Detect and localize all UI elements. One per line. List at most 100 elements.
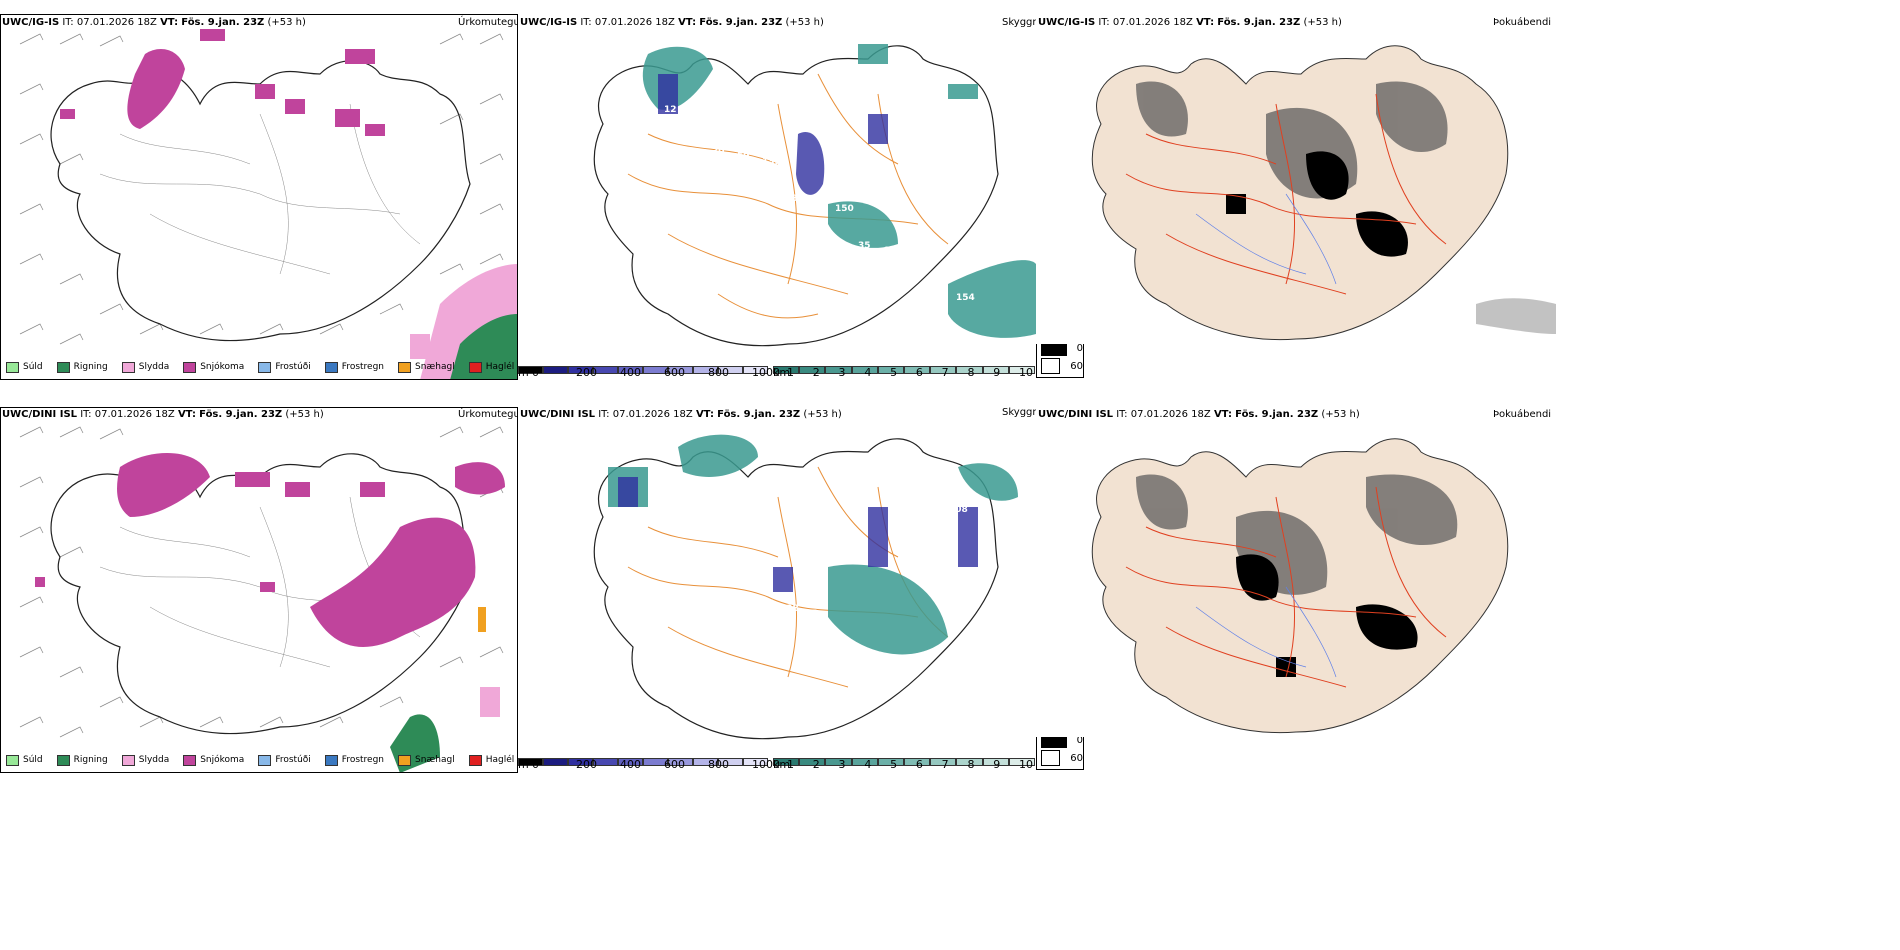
- colorbar-segment: [518, 758, 543, 766]
- colorbar-segment: [825, 758, 852, 766]
- colorbar-tick: 10: [1019, 758, 1033, 771]
- fog-legend-swatch: [1041, 750, 1061, 766]
- legend-swatch: [6, 754, 19, 766]
- colorbar-segment: [518, 366, 543, 374]
- colorbar-tick: 2: [812, 758, 820, 771]
- precip-legend-item: Haglél: [468, 361, 514, 373]
- legend-swatch: [258, 361, 272, 373]
- ceiling-value-label: 12: [664, 105, 677, 115]
- iceland-outline: [593, 438, 999, 740]
- colorbar-segment: [593, 758, 618, 766]
- colorbar-tick: 1: [787, 758, 794, 771]
- colorbar-segment: [543, 366, 568, 374]
- ceiling-value-label: 59: [737, 152, 750, 162]
- low-visibility-areas: [642, 44, 1036, 338]
- lead-time: (+53 h): [1321, 409, 1360, 420]
- colorbar-tick: 200: [576, 758, 597, 771]
- ceiling-value-label: 30: [712, 147, 725, 157]
- ceiling-value-label: 691: [732, 562, 751, 572]
- legend-label: Frostúði: [275, 755, 311, 765]
- ceiling-value-label: 42: [931, 288, 944, 298]
- precip-legend-item: Snæhagl: [398, 754, 455, 766]
- ceiling-ticks-bottom: m 0 200 400 600 800 1000: [518, 758, 780, 772]
- legend-label: Rigning: [73, 755, 108, 765]
- ceiling-value-label: 182: [785, 194, 804, 204]
- legend-swatch: [258, 754, 272, 766]
- colorbar-segment: [668, 366, 693, 374]
- model-name: UWC/DINI ISL: [1038, 409, 1114, 420]
- visibility-ticks-top: km 1 2 3 4 5 6 7 8 9 10: [773, 366, 1035, 380]
- fog-panel-top: [1036, 14, 1556, 344]
- visibility-map-top: 25 30 182 35 42 12 59 30 691 154 775 139 150: [593, 44, 1036, 347]
- colorbar-segment: [877, 366, 904, 374]
- colorbar-segment: [568, 366, 593, 374]
- colorbar-tick: 4: [864, 758, 872, 771]
- legend-swatch: [398, 754, 412, 766]
- model-name: UWC/DINI ISL: [2, 409, 78, 420]
- colorbar-tick: 1000: [752, 758, 780, 771]
- colorbar-segment: [718, 758, 743, 766]
- fog-legend-label: 60: [1070, 752, 1083, 764]
- precip-type-panel-bottom: Súld Rigning Slydda Snjókoma Frostúði Frostre…: [0, 407, 518, 773]
- ceiling-value-label: 193: [876, 688, 895, 698]
- valid-time: Fös. 9.jan. 23Z: [699, 17, 783, 28]
- colorbar-tick: 400: [620, 366, 641, 379]
- valid-label: VT:: [1196, 17, 1215, 28]
- legend-label: Súld: [23, 755, 43, 765]
- precip-legend-item: Rigning: [56, 361, 108, 373]
- legend-label: Frostregn: [341, 755, 385, 765]
- legend-swatch: [121, 361, 135, 373]
- ceiling-value-label: 25: [639, 100, 652, 110]
- legend-label: Rigning: [73, 362, 108, 372]
- colorbar-segment: [799, 758, 826, 766]
- panel-title-precip-top: Úrkomutegund: [458, 17, 533, 28]
- ceiling-value-label: 579: [659, 515, 678, 525]
- ceiling-value-label: 150: [835, 204, 854, 214]
- ceiling-value-label: 691: [883, 246, 902, 256]
- colorbar-segment: [982, 366, 1009, 374]
- model-name: UWC/IG-IS: [520, 17, 578, 28]
- ceiling-value-label: 35: [858, 241, 871, 251]
- colorbar-segment: [773, 758, 800, 766]
- snow-areas: [35, 453, 505, 647]
- ceiling-value-label: 95: [805, 609, 818, 619]
- visibility-ticks-bottom: km 1 2 3 4 5 6 7 8 9 10: [773, 758, 1035, 772]
- colorbar-segment: [877, 758, 904, 766]
- legend-swatch: [6, 361, 19, 373]
- colorbar-unit: m: [518, 758, 529, 771]
- colorbar-tick: 800: [708, 758, 729, 771]
- rain-sleet-area: [410, 264, 518, 380]
- precip-legend-top: Súld Rigning Slydda Snjókoma Frostúði Frostre…: [0, 357, 518, 377]
- colorbar-tick: 7: [941, 758, 949, 771]
- ceiling-value-label: 208: [949, 505, 968, 515]
- valid-time: Fös. 9.jan. 23Z: [1235, 409, 1319, 420]
- precip-legend-item: Snjókoma: [183, 754, 244, 766]
- colorbar-segment: [643, 758, 668, 766]
- colorbar-tick: 6: [915, 366, 923, 379]
- wind-barbs: [19, 33, 504, 345]
- wind-barbs: [19, 426, 504, 738]
- iceland-outline: [50, 60, 471, 342]
- colorbar-segment: [1008, 758, 1035, 766]
- valid-time: Fös. 9.jan. 23Z: [181, 17, 265, 28]
- precip-legend-item: Frostúði: [258, 754, 311, 766]
- ceiling-value-label: 940: [657, 547, 676, 557]
- precip-legend-item: Súld: [6, 754, 43, 766]
- precip-legend-item: Snæhagl: [398, 361, 455, 373]
- ceiling-labels: 25 30 182 35 42 12 59 30 691 154 775 139 150: [639, 100, 975, 303]
- ceiling-ticks-top: m 0 200 400 600 800 1000: [518, 366, 780, 380]
- ceiling-value-label: 241: [926, 468, 945, 478]
- colorbar-tick: 9: [993, 366, 1001, 379]
- colorbar-tick: 3: [838, 758, 846, 771]
- ceiling-value-label: 775: [689, 110, 708, 120]
- colorbar-segment: [799, 366, 826, 374]
- init-time: IT: 07.01.2026 18Z: [62, 17, 157, 28]
- visibility-panel-top: 25 30 182 35 42 12 59 30 691 154 775 139 150: [518, 14, 1036, 360]
- visibility-colorbar-bottom: [773, 751, 1035, 766]
- colorbar-segment: [773, 366, 800, 374]
- fog-map-top: [1091, 45, 1556, 341]
- roads: [1125, 93, 1447, 295]
- ceiling-colorbar-bottom: [518, 751, 768, 766]
- roads: [627, 466, 949, 688]
- colorbar-segment: [903, 758, 931, 766]
